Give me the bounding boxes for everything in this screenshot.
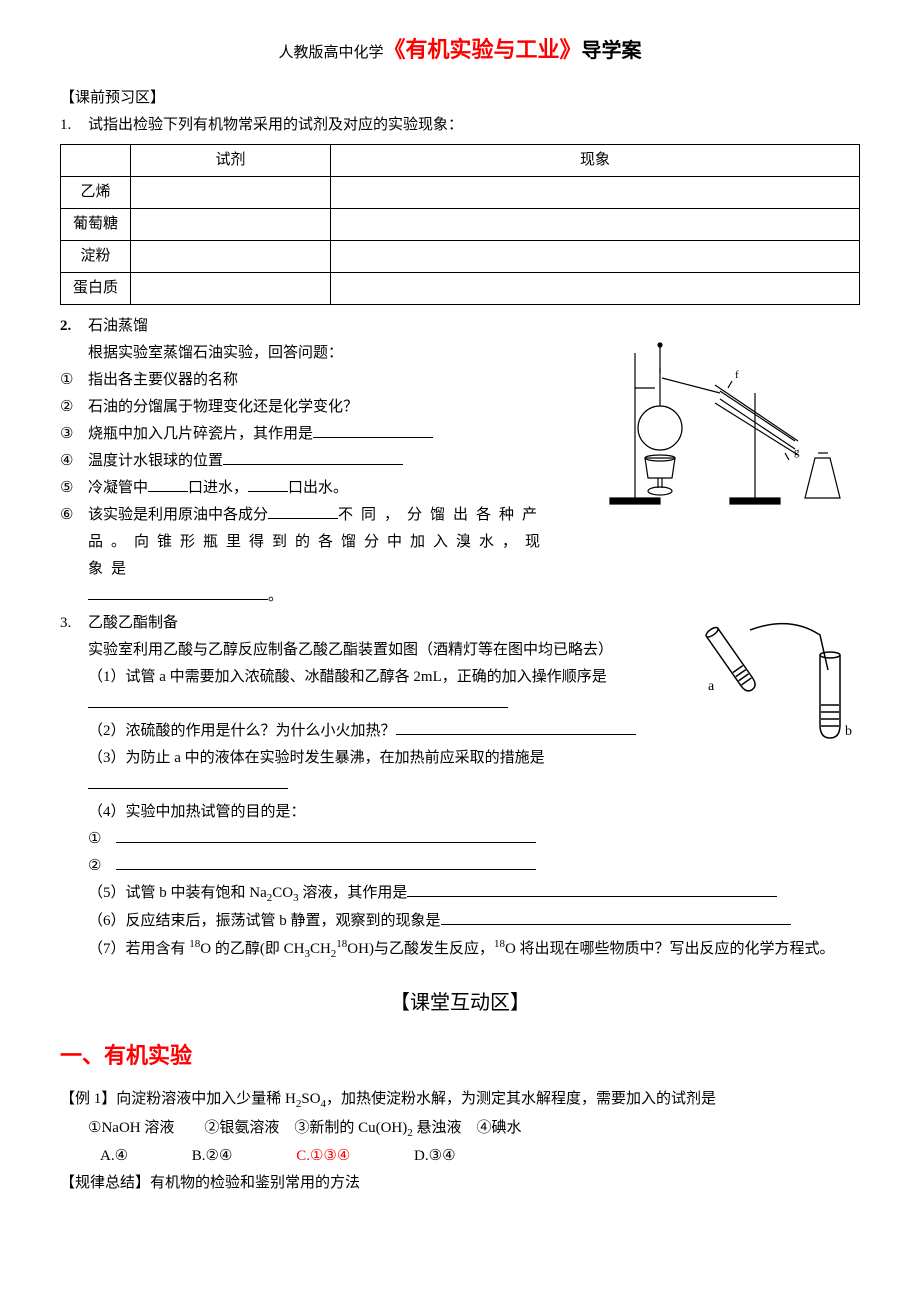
c4-n: ④: [60, 448, 88, 475]
q3: 3. 乙酸乙酯制备: [60, 610, 690, 637]
c5-n: ⑤: [60, 475, 88, 502]
q3-p4: （4）实验中加热试管的目的是：: [60, 799, 860, 826]
cell: [331, 208, 860, 240]
section-organic-exp: 一、有机实验: [60, 1036, 860, 1076]
cell: [331, 176, 860, 208]
c6-n: ⑥: [60, 502, 88, 610]
q3-p4b: ②: [60, 853, 860, 880]
cell: [131, 240, 331, 272]
th-reagent: 试剂: [131, 144, 331, 176]
q2-title: 石油蒸馏: [88, 313, 148, 340]
title-suffix: 导学案: [582, 40, 642, 62]
q2-c6: ⑥该实验是利用原油中各成分不同，分馏出各种产品。向锥形瓶里得到的各馏分中加入溴水…: [60, 502, 570, 610]
summary-label: 【规律总结】: [60, 1175, 150, 1191]
ex1-choices: ①NaOH 溶液 ②银氨溶液 ③新制的 Cu(OH)2 悬浊液 ④碘水: [60, 1115, 860, 1144]
cell: [131, 272, 331, 304]
blank: [116, 828, 536, 843]
cell: [131, 176, 331, 208]
ex1-options: A.④ B.②④ C.①③④ D.③④: [60, 1143, 860, 1170]
q2-num: 2.: [60, 313, 88, 340]
c6-t3: 。: [268, 588, 283, 604]
cell: [331, 272, 860, 304]
q3-p1: （1）试管 a 中需要加入浓硫酸、冰醋酸和乙醇各 2mL，正确的加入操作顺序是: [60, 664, 620, 718]
c6-t1: 该实验是利用原油中各成分: [88, 507, 268, 523]
distillation-figure: f g: [580, 313, 860, 523]
blank: [88, 774, 288, 789]
blank: [148, 477, 188, 492]
opt-c: C.①③④: [296, 1143, 350, 1170]
q2-c1: ①指出各主要仪器的名称: [60, 367, 570, 394]
c1-t: 指出各主要仪器的名称: [88, 367, 238, 394]
c3-t: 烧瓶中加入几片碎瓷片，其作用是: [88, 426, 313, 442]
title-main: 《有机实验与工业》: [384, 37, 582, 62]
prestudy-label: 【课前预习区】: [60, 85, 860, 112]
ester-figure: a b: [700, 610, 860, 760]
c2-n: ②: [60, 394, 88, 421]
row-ethylene: 乙烯: [61, 176, 131, 208]
ex1-text: 向淀粉溶液中加入少量稀 H: [116, 1091, 296, 1107]
blank: [88, 693, 508, 708]
blank: [396, 720, 636, 735]
th-phenomenon: 现象: [331, 144, 860, 176]
q1-num: 1.: [60, 112, 88, 139]
opt-a: A.④: [100, 1143, 128, 1170]
c5-t1: 冷凝管中: [88, 480, 148, 496]
q3-num: 3.: [60, 610, 88, 637]
svg-text:b: b: [845, 724, 852, 739]
row-starch: 淀粉: [61, 240, 131, 272]
c1-n: ①: [60, 367, 88, 394]
c5-t3: 口出水。: [288, 480, 348, 496]
q2-c5: ⑤冷凝管中 口进水， 口出水。: [60, 475, 570, 502]
ex1-label: 【例 1】: [60, 1091, 116, 1107]
q3-p4a: ①: [60, 826, 860, 853]
c3-n: ③: [60, 421, 88, 448]
svg-text:a: a: [708, 679, 715, 694]
row-protein: 蛋白质: [61, 272, 131, 304]
svg-text:g: g: [794, 446, 800, 458]
q2-c4: ④温度计水银球的位置: [60, 448, 570, 475]
blank: [248, 477, 288, 492]
cell: [331, 240, 860, 272]
q1-text: 试指出检验下列有机物常采用的试剂及对应的实验现象：: [88, 112, 463, 139]
cell: [131, 208, 331, 240]
blank: [313, 423, 433, 438]
q3-title: 乙酸乙酯制备: [88, 610, 178, 637]
c2-t: 石油的分馏属于物理变化还是化学变化？: [88, 394, 358, 421]
opt-d: D.③④: [414, 1143, 455, 1170]
blank: [268, 504, 338, 519]
c4-t: 温度计水银球的位置: [88, 453, 223, 469]
summary-text: 有机物的检验和鉴别常用的方法: [150, 1175, 360, 1191]
example-1: 【例 1】向淀粉溶液中加入少量稀 H2SO4，加热使淀粉水解，为测定其水解程度，…: [60, 1086, 860, 1115]
q3-p5: （5）试管 b 中装有饱和 Na2CO3 溶液，其作用是: [60, 880, 860, 909]
blank: [223, 450, 403, 465]
opt-b: B.②④: [192, 1143, 233, 1170]
summary: 【规律总结】有机物的检验和鉴别常用的方法: [60, 1170, 860, 1197]
classroom-heading: 【课堂互动区】: [60, 985, 860, 1021]
q3-p7: （7）若用含有 18O 的乙醇(即 CH3CH218OH)与乙酸发生反应，18O…: [60, 935, 860, 965]
blank: [441, 910, 791, 925]
reagent-table: 试剂 现象 乙烯 葡萄糖 淀粉 蛋白质: [60, 144, 860, 305]
q1: 1. 试指出检验下列有机物常采用的试剂及对应的实验现象：: [60, 112, 860, 139]
q3-p6: （6）反应结束后，振荡试管 b 静置，观察到的现象是: [60, 908, 860, 935]
q2-c3: ③烧瓶中加入几片碎瓷片，其作用是: [60, 421, 570, 448]
c5-t2: 口进水，: [188, 480, 248, 496]
blank: [88, 585, 268, 600]
q2-c2: ②石油的分馏属于物理变化还是化学变化？: [60, 394, 570, 421]
prestudy-section: 【课前预习区】 1. 试指出检验下列有机物常采用的试剂及对应的实验现象： 试剂 …: [60, 85, 860, 966]
blank: [116, 855, 536, 870]
blank: [407, 882, 777, 897]
row-glucose: 葡萄糖: [61, 208, 131, 240]
svg-text:f: f: [735, 369, 739, 381]
q2: 2. 石油蒸馏: [60, 313, 570, 340]
title-prefix: 人教版高中化学: [278, 45, 383, 61]
th-blank: [61, 144, 131, 176]
q3-intro: 实验室利用乙酸与乙醇反应制备乙酸乙酯装置如图（酒精灯等在图中均已略去）: [60, 637, 620, 664]
